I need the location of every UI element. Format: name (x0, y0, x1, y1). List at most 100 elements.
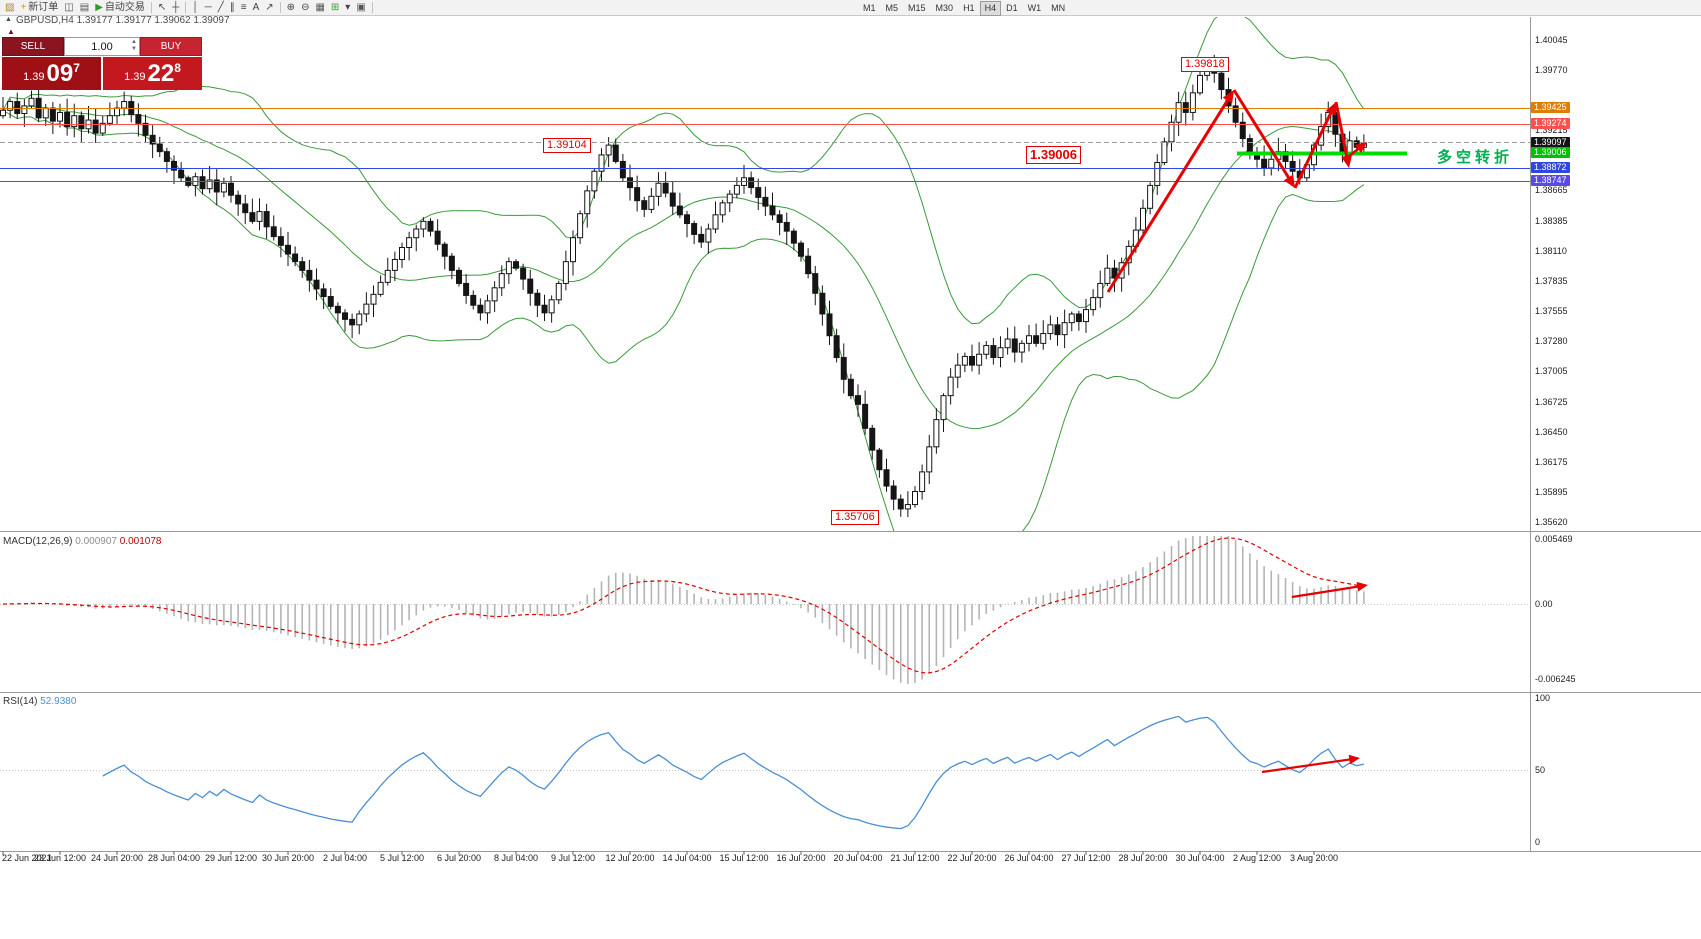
timeframe-w1[interactable]: W1 (1027, 3, 1042, 13)
vertical-line-icon[interactable]: │ (189, 1, 201, 15)
rsi-axis-label: 0 (1535, 837, 1541, 847)
trendline-icon[interactable]: ╱ (215, 1, 227, 15)
ask-pip-digit: 8 (174, 60, 181, 75)
cursor-icon[interactable]: ↖ (155, 1, 169, 15)
autotrade-glyph: ▶ (95, 1, 103, 13)
chart-windows-icon-glyph: ◫ (64, 1, 74, 13)
text-label-icon[interactable]: A (250, 1, 263, 15)
price-axis-label: 1.38385 (1535, 215, 1568, 226)
crosshair-icon[interactable]: ┼ (169, 1, 182, 15)
bid-pip-digit: 7 (73, 60, 80, 75)
indicator-dropdown-icon-glyph: ▾ (345, 1, 351, 13)
macd-main-value: 0.000907 (75, 536, 117, 547)
rsi-name: RSI(14) (3, 696, 38, 707)
callout-swing-low: 1.35706 (831, 510, 879, 525)
price-axis-label: 1.39215 (1535, 125, 1568, 136)
time-axis-label: 8 Jul 04:00 (493, 853, 539, 863)
symbol-ohlc-values: 1.39177 1.39177 1.39062 1.39097 (76, 15, 230, 26)
autotrade-button[interactable]: ▶ 自动交易 (92, 1, 148, 15)
price-axis-label: 1.40045 (1535, 35, 1568, 45)
price-axis-label: 1.37280 (1535, 336, 1568, 347)
text-label-icon-glyph: A (252, 1, 260, 13)
tile-windows-icon[interactable]: ▦ (312, 1, 327, 15)
ask-big-digits: 22 (147, 59, 175, 87)
price-axis-label: 1.35620 (1535, 517, 1568, 527)
arrow-object-icon-glyph: ↗ (265, 1, 274, 13)
price-axis-tag: 1.39006 (1531, 147, 1570, 159)
chart-shift-icon[interactable]: ▨ (2, 1, 17, 15)
indicators-icon[interactable]: ⊞ (328, 1, 342, 15)
timeframe-d1[interactable]: D1 (1006, 3, 1018, 13)
sell-button[interactable]: SELL (2, 37, 64, 56)
zoom-in-icon-glyph: ⊕ (286, 1, 296, 13)
zoom-out-icon[interactable]: ⊖ (298, 1, 312, 15)
macd-label: MACD(12,26,9) 0.000907 0.001078 (3, 536, 161, 547)
time-axis-label: 2 Aug 12:00 (1232, 853, 1282, 863)
zoom-out-icon-glyph: ⊖ (301, 1, 310, 13)
time-axis-label: 23 Jun 12:00 (33, 853, 87, 863)
channel-icon[interactable]: ∥ (227, 1, 238, 15)
toolbar-separator (150, 2, 152, 13)
time-axis-label: 14 Jul 04:00 (662, 853, 712, 863)
volume-spinner[interactable]: ▲ ▼ (131, 39, 137, 53)
bid-price-box[interactable]: 1.39 09 7 (2, 57, 101, 90)
template-icon[interactable]: ▣ (353, 1, 368, 15)
chart-windows-icon[interactable]: ◫ (61, 1, 76, 15)
ask-prefix: 1.39 (124, 70, 146, 83)
volume-up-icon[interactable]: ▲ (131, 39, 137, 45)
arrow-object-icon[interactable]: ↗ (262, 1, 276, 15)
channel-icon-glyph: ∥ (229, 1, 235, 13)
time-axis-label: 6 Jul 20:00 (436, 853, 482, 863)
new-order-button[interactable]: + 新订单 (17, 1, 61, 15)
time-axis-label: 20 Jul 04:00 (833, 853, 883, 863)
new-order-button-label: 新订单 (28, 1, 59, 13)
horizontal-line-icon[interactable]: ─ (202, 1, 215, 15)
new-order-glyph: + (20, 1, 27, 13)
time-axis-label: 22 Jul 20:00 (947, 853, 997, 863)
callout-swing-high: 1.39818 (1181, 57, 1229, 72)
indicator-dropdown-icon[interactable]: ▾ (342, 1, 353, 15)
rsi-axis-label: 50 (1535, 765, 1546, 775)
annotation-note-cn: 多空转折 (1437, 149, 1514, 166)
fibonacci-icon[interactable]: ≡ (238, 1, 250, 15)
zoom-in-icon[interactable]: ⊕ (284, 1, 298, 15)
rsi-value: 52.9380 (40, 696, 77, 707)
timeframe-m5[interactable]: M5 (885, 3, 899, 13)
cursor-icon-glyph: ↖ (157, 1, 167, 13)
indicators-icon-glyph: ⊞ (330, 1, 340, 13)
oneclick-trade-panel: SELL 1.00 ▲ ▼ BUY 1.39 09 7 1.39 22 8 (2, 37, 202, 90)
ask-price-box[interactable]: 1.39 22 8 (103, 57, 202, 90)
symbol-name: GBPUSD,H4 (16, 15, 74, 26)
price-axis-label: 1.37835 (1535, 275, 1568, 286)
symbol-ohlc-info: GBPUSD,H4 1.39177 1.39177 1.39062 1.3909… (16, 15, 230, 26)
oneclick-collapse-button[interactable]: ▲ (7, 27, 15, 36)
time-axis-label: 3 Aug 20:00 (1289, 853, 1339, 863)
time-axis-label: 16 Jul 20:00 (776, 853, 826, 863)
timeframe-m30[interactable]: M30 (935, 3, 954, 13)
bid-big-digits: 09 (46, 59, 74, 87)
autotrade-button-label: 自动交易 (104, 1, 145, 13)
time-axis-label: 12 Jul 20:00 (605, 853, 655, 863)
timeframe-m15[interactable]: M15 (908, 3, 926, 13)
macd-axis-label: 0.00 (1535, 599, 1553, 609)
toolbar-separator (185, 2, 187, 13)
timeframe-m1[interactable]: M1 (863, 3, 876, 13)
volume-down-icon[interactable]: ▼ (131, 46, 137, 52)
time-axis-label: 28 Jul 20:00 (1118, 853, 1168, 863)
timeframe-mn[interactable]: MN (1051, 3, 1066, 13)
profiles-icon[interactable]: ▤ (77, 1, 92, 15)
volume-input[interactable]: 1.00 ▲ ▼ (64, 37, 140, 56)
rsi-group (0, 715, 1530, 830)
timeframe-h1[interactable]: H1 (963, 3, 975, 13)
bid-prefix: 1.39 (23, 70, 45, 83)
price-axis-label: 1.38110 (1535, 245, 1567, 256)
time-axis-label: 27 Jul 12:00 (1061, 853, 1111, 863)
macd-axis-label: -0.006245 (1535, 674, 1576, 684)
price-axis-tag: 1.39274 (1531, 117, 1570, 129)
macd-axis-label: 0.005469 (1535, 534, 1573, 544)
macd-signal-value: 0.001078 (119, 536, 162, 547)
buy-button[interactable]: BUY (140, 37, 202, 56)
timeframe-h4[interactable]: H4 (979, 1, 1002, 16)
